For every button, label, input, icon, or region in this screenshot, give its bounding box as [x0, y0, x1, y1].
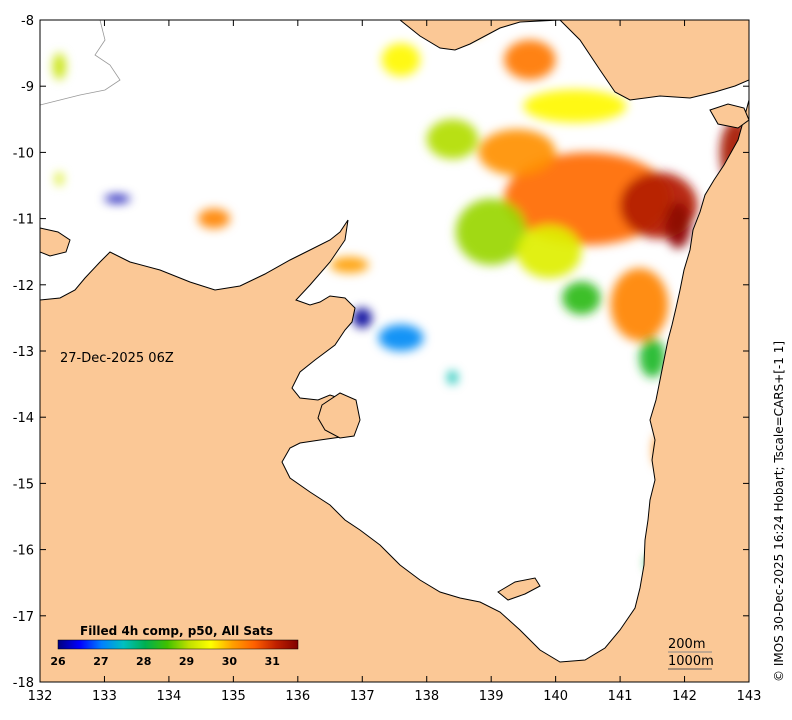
- sst-patch: [516, 225, 582, 279]
- x-tick-label: 133: [92, 689, 117, 704]
- y-tick-label: -15: [13, 477, 34, 492]
- x-tick-label: 139: [479, 689, 504, 704]
- x-tick-label: 135: [221, 689, 246, 704]
- colorbar-ramp: [57, 639, 299, 650]
- sst-patch: [455, 198, 527, 265]
- sst-patch: [523, 89, 627, 123]
- sst-patch: [665, 202, 691, 249]
- x-tick-label: 141: [608, 689, 633, 704]
- x-tick-label: 142: [672, 689, 697, 704]
- y-tick-label: -8: [21, 14, 34, 29]
- credit-text: © IMOS 30-Dec-2025 16:24 Hobart; Tscale=…: [772, 341, 786, 682]
- sst-patch: [381, 43, 421, 77]
- sst-patch: [447, 370, 458, 385]
- x-tick-label: 138: [414, 689, 439, 704]
- sst-patch: [330, 256, 369, 273]
- y-tick-label: -13: [13, 345, 34, 360]
- colorbar: Filled 4h comp, p50, All Sats 26 27 28 29 30…: [50, 624, 299, 668]
- sst-patch: [639, 337, 666, 378]
- colorbar-ticks: 26 27 28 29 30 31: [50, 655, 280, 668]
- isobath-200m: 200m: [668, 637, 705, 652]
- x-tick-label: 134: [156, 689, 181, 704]
- new-guinea-coast: [399, 20, 749, 101]
- colorbar-tick-label: 26: [50, 655, 66, 668]
- isobath-1000m: 1000m: [668, 654, 714, 669]
- colorbar-tick-label: 29: [179, 655, 194, 668]
- y-tick-label: -18: [13, 676, 34, 691]
- colorbar-tick-label: 28: [136, 655, 151, 668]
- australia-mainland: [40, 99, 749, 682]
- land-layer: [40, 20, 749, 682]
- date-label: 27-Dec-2025 06Z: [60, 351, 174, 366]
- x-tick-label: 132: [28, 689, 53, 704]
- sst-patch: [562, 281, 601, 315]
- colorbar-tick-label: 31: [265, 655, 280, 668]
- sst-patch: [504, 39, 556, 80]
- y-tick-label: -16: [13, 544, 34, 559]
- sst-patch: [610, 268, 669, 342]
- y-tick-label: -10: [13, 146, 34, 161]
- x-tick-label: 137: [350, 689, 375, 704]
- y-axis: -8 -9 -10 -11 -12 -13 -14 -15 -16 -17 -18: [13, 14, 749, 691]
- x-axis: 132 133 134 135 136 137 138 139 140 141 142 143: [28, 20, 762, 704]
- x-tick-label: 143: [737, 689, 762, 704]
- sst-layer: [52, 20, 749, 571]
- groote-eylandt: [317, 392, 361, 439]
- colorbar-tick-label: 30: [222, 655, 238, 668]
- sst-patch: [197, 208, 231, 229]
- y-tick-label: -17: [13, 610, 34, 625]
- torres-islands: [709, 103, 749, 129]
- isobath-contour: [40, 20, 121, 106]
- sst-patch: [352, 307, 372, 328]
- sst-patch: [55, 172, 64, 186]
- sst-patch: [478, 129, 556, 176]
- x-tick-label: 140: [543, 689, 568, 704]
- y-tick-label: -11: [13, 213, 34, 228]
- y-tick-label: -14: [13, 411, 34, 426]
- colorbar-title: Filled 4h comp, p50, All Sats: [80, 624, 273, 638]
- sst-patch: [378, 324, 424, 352]
- west-coast-land: [40, 227, 71, 257]
- colorbar-tick-label: 27: [93, 655, 108, 668]
- sst-patch: [426, 119, 479, 160]
- mornington-island: [497, 577, 541, 601]
- y-tick-label: -12: [13, 279, 34, 294]
- sst-patch: [52, 53, 66, 80]
- y-tick-label: -9: [21, 80, 34, 95]
- x-tick-label: 136: [285, 689, 310, 704]
- sst-patch: [104, 194, 131, 203]
